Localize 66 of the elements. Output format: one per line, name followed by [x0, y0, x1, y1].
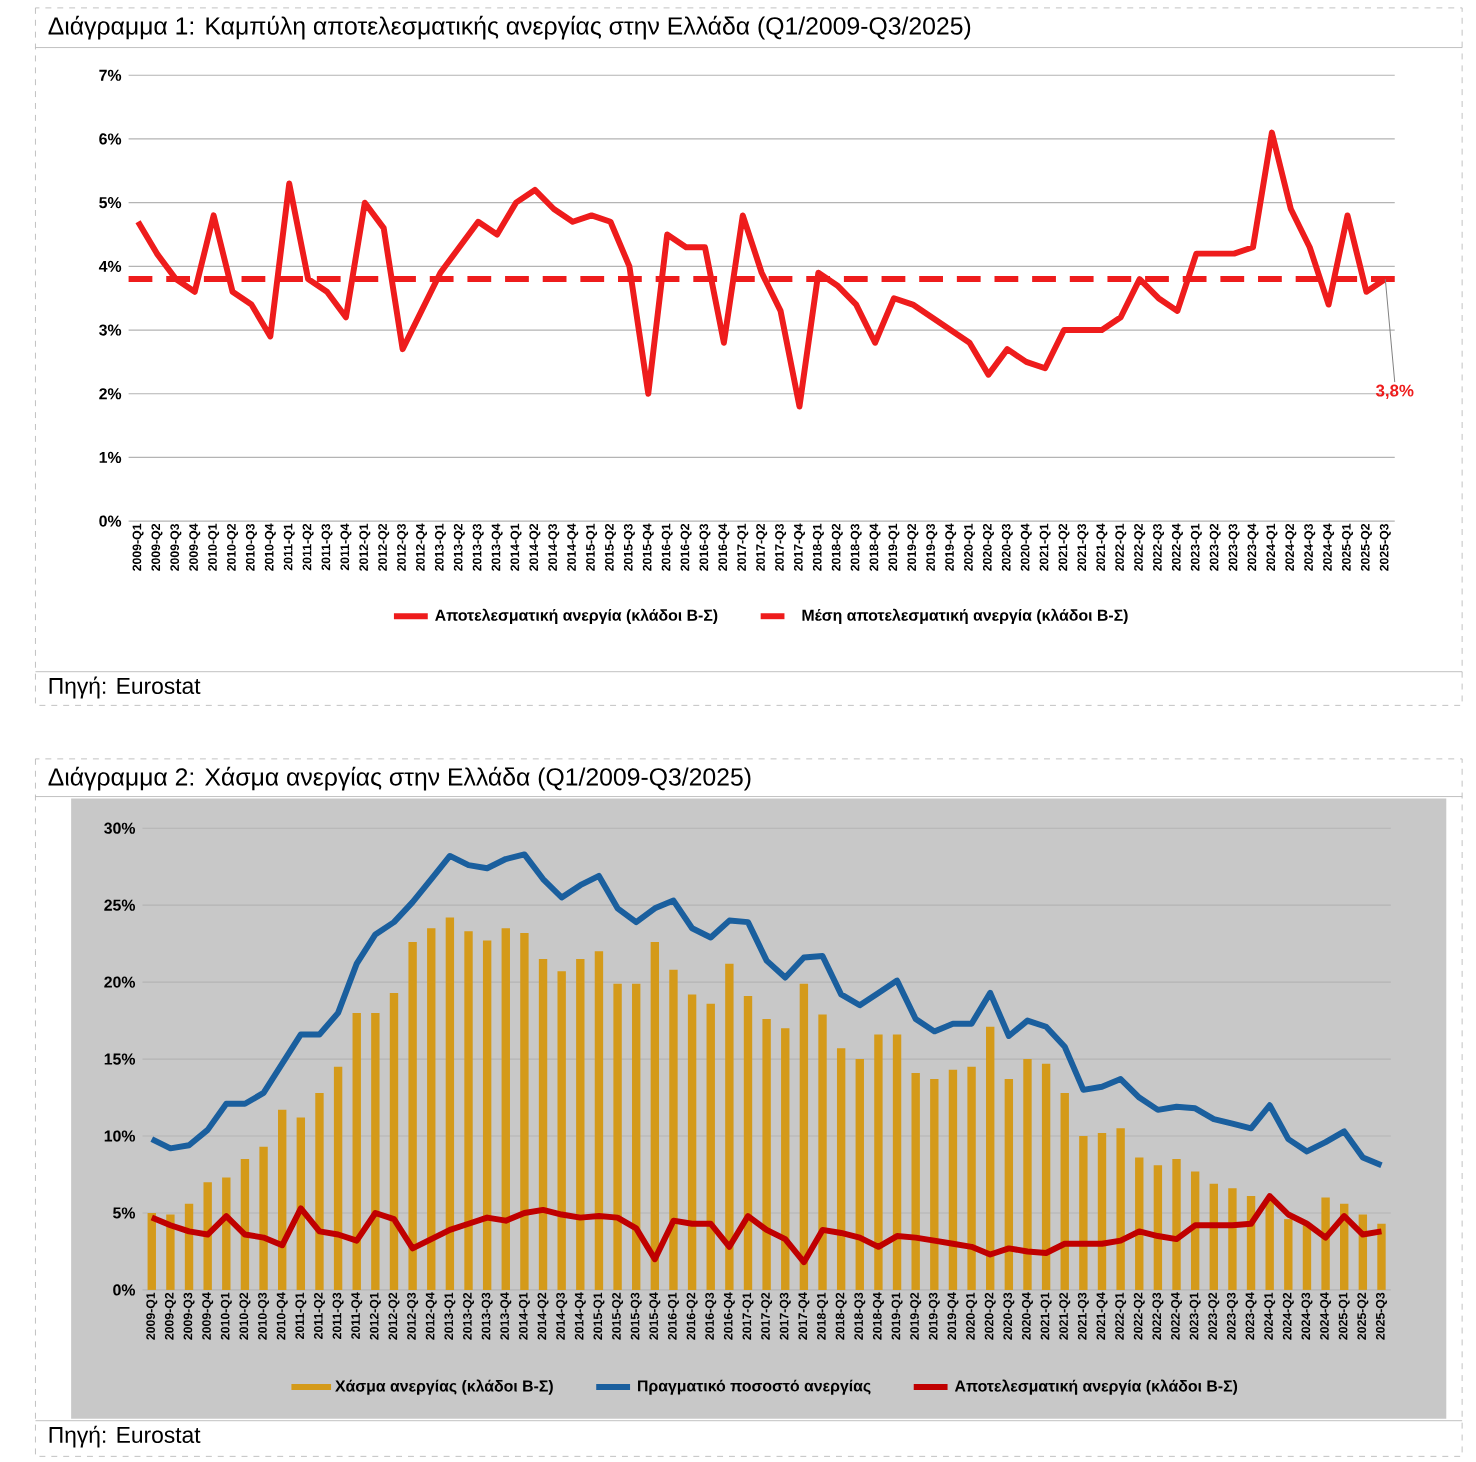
bar: [1060, 1092, 1069, 1290]
bar: [967, 1066, 976, 1290]
bar: [389, 992, 399, 1290]
bar: [911, 1072, 920, 1290]
bar: [1265, 1198, 1274, 1290]
bar: [240, 1158, 250, 1290]
bar: [557, 971, 566, 1290]
bar: [650, 941, 660, 1290]
bar: [427, 928, 436, 1290]
bar: [576, 958, 585, 1290]
bar: [1023, 1058, 1032, 1290]
bar: [259, 1146, 268, 1290]
text: Πηγή: Eurostat: [49, 1425, 201, 1448]
bar: [1302, 1225, 1312, 1290]
bar: [203, 1182, 212, 1290]
bar: [1377, 1223, 1386, 1290]
bar: [1172, 1158, 1181, 1290]
bar: [1079, 1135, 1088, 1290]
annotation: 3,8%: [1375, 384, 1414, 399]
bar: [1284, 1218, 1293, 1290]
bar: [333, 1066, 343, 1290]
bar: [613, 983, 622, 1290]
bar: [1041, 1063, 1051, 1290]
bar: [1004, 1078, 1014, 1290]
bar: [464, 931, 473, 1290]
bar: [986, 1026, 995, 1290]
bar: [706, 1003, 715, 1290]
bar: [352, 1012, 361, 1290]
bar: [948, 1069, 958, 1290]
bar: [781, 1028, 790, 1290]
bar: [538, 958, 548, 1290]
bar: [743, 995, 753, 1290]
bar: [371, 1012, 380, 1290]
text: Πηγή: Eurostat: [49, 676, 201, 699]
bar: [147, 1212, 156, 1290]
bar: [1228, 1188, 1237, 1290]
bar: [315, 1092, 324, 1290]
bar: [408, 941, 417, 1290]
bar: [520, 932, 529, 1290]
bar: [445, 917, 455, 1290]
bar: [669, 969, 678, 1290]
bar: [632, 983, 641, 1290]
bar: [1116, 1128, 1125, 1290]
bar: [836, 1048, 846, 1290]
bar: [892, 1034, 902, 1290]
bar: [1321, 1197, 1330, 1290]
bar: [799, 983, 809, 1290]
bar: [482, 940, 492, 1290]
bar: [1135, 1157, 1144, 1290]
bar: [594, 951, 604, 1290]
bar: [1190, 1171, 1200, 1290]
bar: [166, 1214, 175, 1290]
bar: [874, 1034, 883, 1290]
chart-title: Διάγραμμα 2: Χάσμα ανεργίας στην Ελλάδα (Q1/2009-Q3/2025): [48, 766, 751, 791]
bar: [1153, 1165, 1163, 1290]
chart-title: Διάγραμμα 1: Καμπύλη αποτελεσματικής ανεργίας στην Ελλάδα (Q1/2009-Q3/2025): [48, 15, 971, 40]
bar: [762, 1018, 771, 1290]
bar: [725, 963, 734, 1290]
bar: [278, 1109, 287, 1290]
bar: [687, 994, 697, 1290]
bar: [1097, 1132, 1107, 1290]
bar: [930, 1078, 939, 1290]
bar: [1209, 1183, 1218, 1290]
bar: [818, 1014, 827, 1290]
bar: [501, 928, 510, 1290]
bar: [855, 1058, 864, 1290]
